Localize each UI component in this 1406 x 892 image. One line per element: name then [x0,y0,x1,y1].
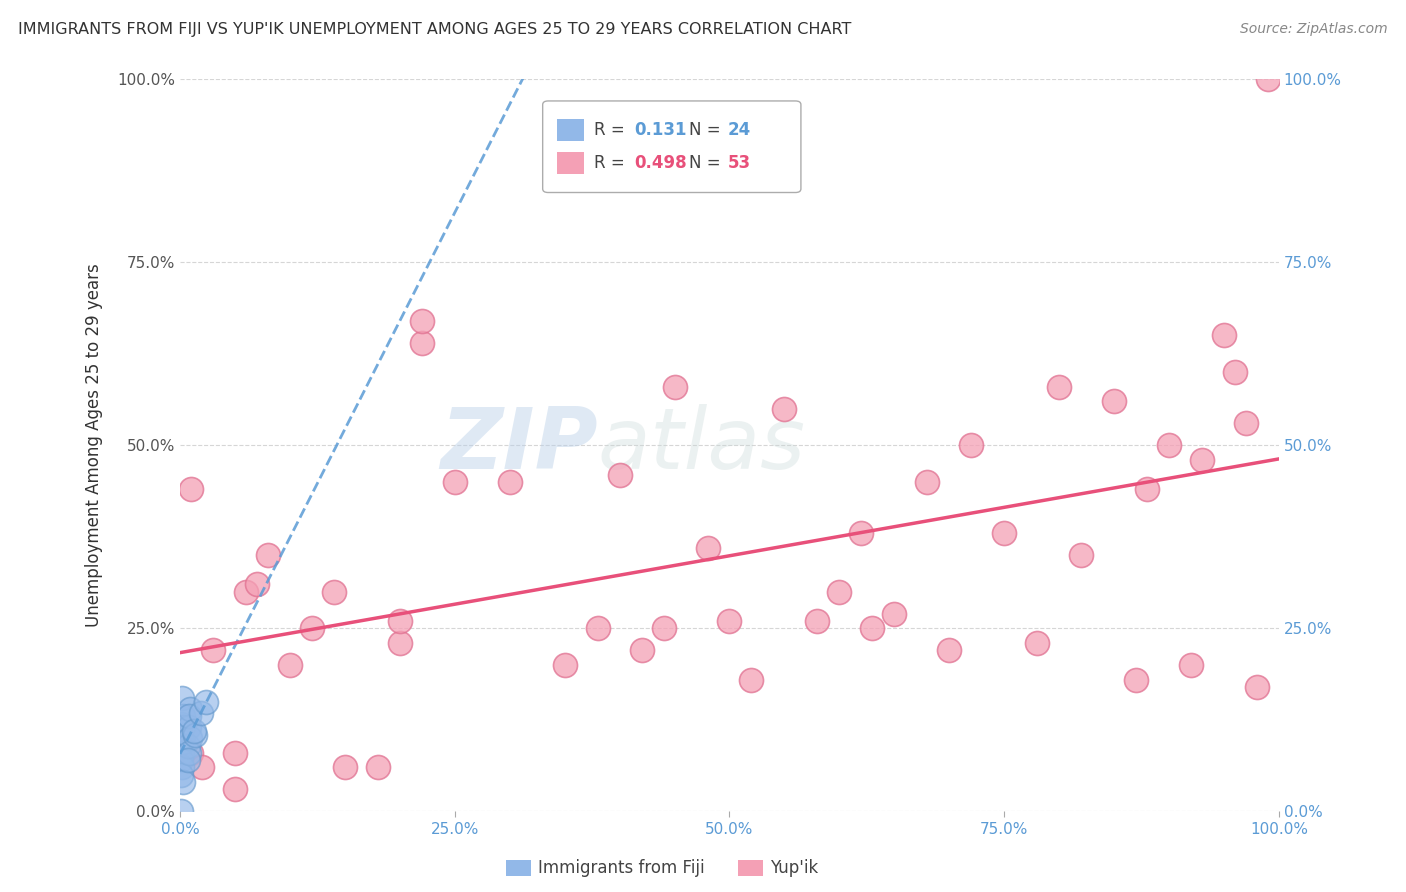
Text: atlas: atlas [598,404,806,487]
Text: R =: R = [595,154,630,172]
Point [170,768,193,782]
Y-axis label: Unemployment Among Ages 25 to 29 years: Unemployment Among Ages 25 to 29 years [86,263,103,627]
Point [1047,379,1070,393]
Point [177,746,200,760]
Point [993,526,1015,541]
Point [257,548,280,562]
Point [170,753,193,767]
Point [172,735,194,749]
Point [411,335,433,350]
Text: IMMIGRANTS FROM FIJI VS YUP'IK UNEMPLOYMENT AMONG AGES 25 TO 29 YEARS CORRELATIO: IMMIGRANTS FROM FIJI VS YUP'IK UNEMPLOYM… [18,22,852,37]
Point [1125,673,1147,687]
Text: Yup'ik: Yup'ik [770,859,818,877]
Point [172,709,194,723]
Point [180,746,202,760]
Point [652,621,675,635]
Point [170,739,193,753]
Point [191,760,214,774]
Point [609,467,631,482]
Point [851,526,873,541]
Point [1191,453,1213,467]
Point [177,753,200,767]
Text: Immigrants from Fiji: Immigrants from Fiji [538,859,706,877]
Point [1102,394,1125,409]
Point [773,401,796,416]
Point [170,805,193,819]
Point [177,739,200,753]
Point [388,614,411,628]
Point [333,760,356,774]
Point [246,577,269,591]
Text: 24: 24 [727,121,751,139]
Point [172,731,194,746]
Point [179,731,201,746]
Point [195,695,218,709]
Point [1213,328,1236,343]
Point [828,584,851,599]
Point [1026,636,1049,650]
Point [322,584,344,599]
Point [235,584,257,599]
Point [860,621,883,635]
Text: N =: N = [689,154,725,172]
Point [177,720,200,734]
Point [960,438,983,452]
Point [170,716,193,731]
Point [499,475,522,489]
FancyBboxPatch shape [557,120,585,141]
Point [1223,365,1246,379]
Text: ZIP: ZIP [440,404,598,487]
Point [917,475,939,489]
Point [586,621,609,635]
Point [224,782,246,797]
Point [179,702,201,716]
Point [740,673,762,687]
Point [1246,680,1268,694]
Point [172,760,194,774]
Text: 0.131: 0.131 [634,121,686,139]
Point [367,760,389,774]
Point [177,709,200,723]
Point [278,657,301,672]
Point [696,541,718,555]
Text: 53: 53 [727,154,751,172]
Text: R =: R = [595,121,630,139]
FancyBboxPatch shape [543,101,801,193]
Point [202,643,225,657]
Point [664,379,686,393]
Point [301,621,323,635]
Text: N =: N = [689,121,725,139]
Point [411,314,433,328]
Point [184,727,207,741]
Point [443,475,465,489]
Point [806,614,828,628]
Text: Source: ZipAtlas.com: Source: ZipAtlas.com [1240,22,1388,37]
Point [1180,657,1202,672]
Point [1257,72,1279,87]
Text: 0.498: 0.498 [634,154,686,172]
Point [1070,548,1092,562]
Point [938,643,960,657]
Point [183,723,205,738]
Point [554,657,576,672]
Point [1157,438,1180,452]
Point [1136,482,1159,496]
FancyBboxPatch shape [557,153,585,174]
Point [1234,416,1257,430]
Point [190,706,212,720]
Point [172,746,194,760]
Point [172,720,194,734]
Point [630,643,652,657]
Point [388,636,411,650]
Point [224,746,246,760]
Point [718,614,741,628]
Point [172,690,194,705]
Point [883,607,905,621]
Point [172,775,194,789]
Point [180,482,202,496]
